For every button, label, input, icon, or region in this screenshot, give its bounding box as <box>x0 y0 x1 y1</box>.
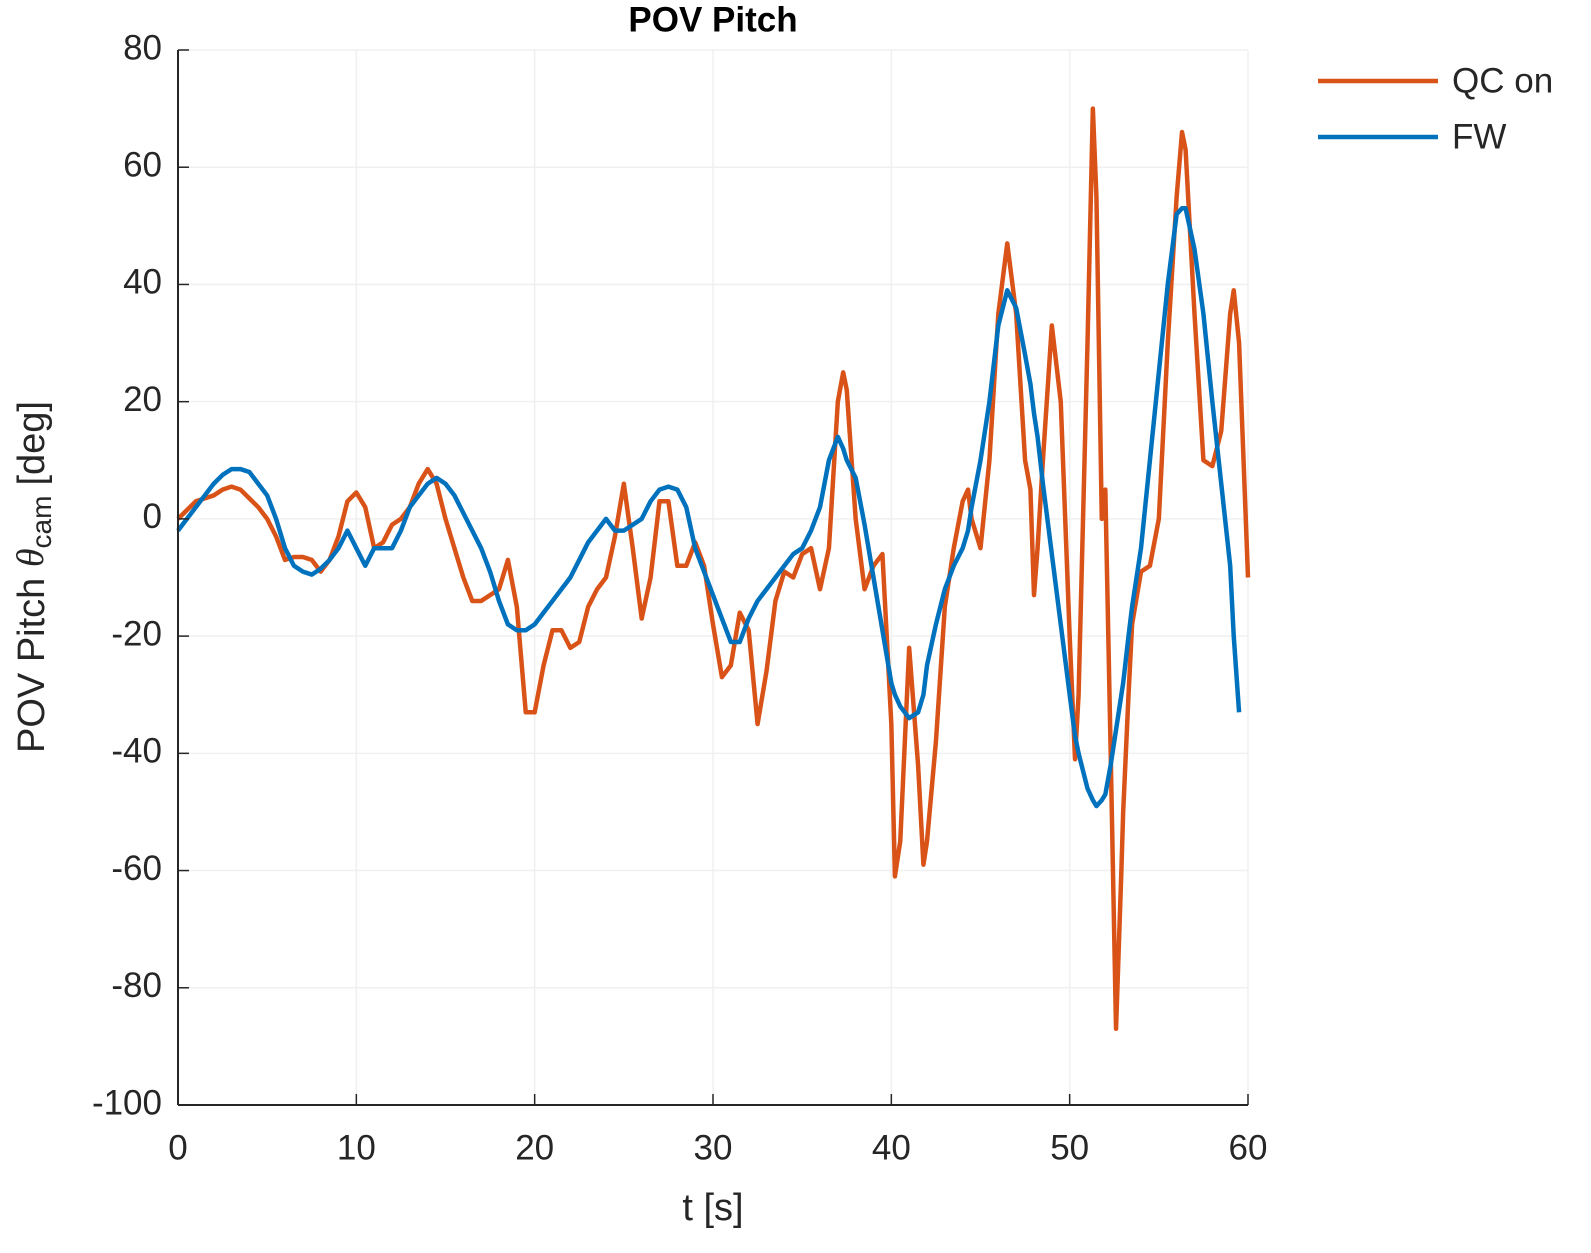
y-tick-label: -80 <box>111 966 162 1005</box>
x-tick-label: 30 <box>694 1128 733 1167</box>
y-label-text: POV Pitch <box>11 578 53 753</box>
x-tick-label: 10 <box>337 1128 376 1167</box>
y-tick-label: 40 <box>123 263 162 302</box>
legend-label: QC on <box>1452 61 1553 100</box>
y-tick-label: -40 <box>111 732 162 771</box>
plot-area <box>176 106 1251 1032</box>
y-label-subscript: cam <box>26 496 57 549</box>
x-axis-label: t [s] <box>682 1187 743 1229</box>
x-tick-label: 40 <box>872 1128 911 1167</box>
axes: 0 10 20 30 40 50 60 -100 -80 -60 -40 -20 0 20 40 60 80 <box>92 28 1268 1167</box>
x-tick-label: 20 <box>515 1128 554 1167</box>
y-tick-label: 0 <box>143 497 162 536</box>
y-tick-label: -60 <box>111 849 162 888</box>
y-tick-label: -100 <box>92 1083 162 1122</box>
y-tick-label: -20 <box>111 614 162 653</box>
y-tick-label: 20 <box>123 380 162 419</box>
legend: QC on FW <box>1318 61 1553 156</box>
x-tick-label: 0 <box>168 1128 187 1167</box>
chart-title: POV Pitch <box>628 0 797 39</box>
legend-label: FW <box>1452 117 1506 156</box>
x-tick-label: 60 <box>1229 1128 1268 1167</box>
y-tick-label: 60 <box>123 145 162 184</box>
series-line <box>176 206 1242 809</box>
y-axis-label: POV Pitch θcam [deg] <box>10 401 58 753</box>
grid <box>177 49 1249 1106</box>
x-tick-label: 50 <box>1050 1128 1089 1167</box>
y-label-symbol: θ <box>10 548 52 567</box>
y-tick-label: 80 <box>123 28 162 67</box>
y-label-unit: [deg] <box>11 401 53 486</box>
